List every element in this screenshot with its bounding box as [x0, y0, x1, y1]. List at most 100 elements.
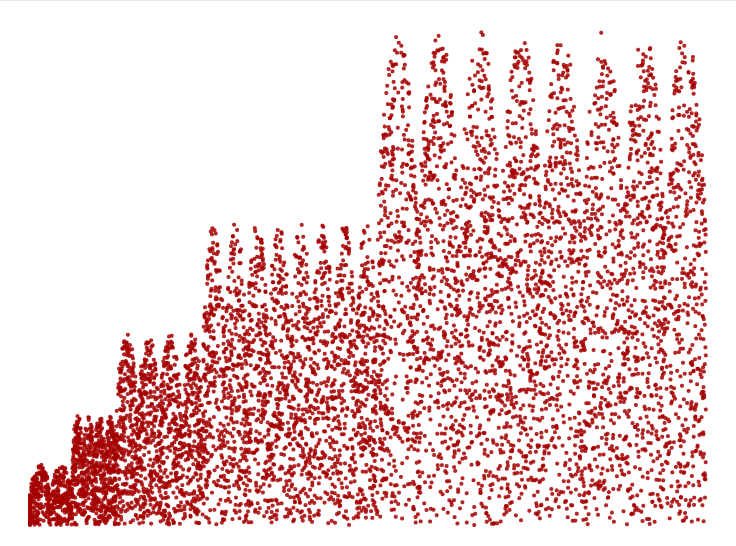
- data-point: [197, 408, 201, 413]
- data-point: [349, 270, 354, 275]
- data-point: [222, 434, 226, 439]
- data-point: [538, 249, 543, 254]
- data-point: [98, 514, 103, 519]
- data-point: [119, 370, 123, 375]
- data-point: [118, 376, 123, 381]
- data-point: [99, 504, 104, 508]
- data-point: [568, 166, 573, 171]
- data-point: [677, 304, 682, 308]
- data-point: [112, 468, 117, 473]
- data-point: [39, 486, 44, 491]
- data-point: [196, 484, 201, 489]
- data-point: [125, 376, 130, 381]
- data-point: [372, 348, 377, 353]
- data-point: [689, 111, 694, 116]
- data-point: [703, 460, 708, 465]
- data-point: [108, 420, 113, 425]
- data-point: [135, 405, 140, 410]
- data-point: [232, 483, 237, 488]
- data-point: [296, 299, 301, 304]
- data-point: [159, 423, 164, 428]
- data-point: [142, 467, 147, 472]
- data-point: [263, 469, 268, 474]
- data-point: [356, 319, 361, 324]
- data-point: [73, 468, 78, 473]
- data-point: [244, 361, 249, 366]
- data-point: [110, 450, 115, 455]
- data-point: [324, 259, 328, 264]
- data-point: [59, 520, 64, 525]
- data-point: [329, 364, 334, 369]
- data-point: [157, 441, 162, 446]
- data-point: [347, 355, 352, 359]
- data-point: [190, 390, 195, 395]
- data-point: [187, 492, 191, 497]
- data-point: [86, 496, 91, 501]
- data-point: [367, 443, 372, 448]
- data-point: [607, 219, 612, 224]
- data-point: [305, 309, 310, 314]
- data-point: [294, 339, 299, 343]
- data-point: [261, 379, 266, 383]
- data-point: [270, 503, 275, 508]
- data-point: [371, 451, 376, 456]
- data-point: [269, 376, 273, 381]
- data-point: [352, 468, 357, 473]
- data-point: [151, 357, 156, 362]
- data-point: [370, 493, 375, 498]
- data-point: [327, 310, 332, 315]
- data-point: [422, 223, 427, 228]
- data-point: [69, 522, 74, 527]
- data-point: [204, 423, 209, 428]
- data-point: [319, 266, 324, 271]
- data-point: [322, 500, 327, 505]
- data-point: [268, 393, 273, 398]
- data-point: [178, 464, 183, 469]
- data-point: [202, 442, 207, 447]
- data-point: [167, 422, 172, 427]
- data-point: [632, 253, 637, 258]
- data-point: [87, 433, 92, 438]
- data-point: [346, 348, 351, 352]
- data-point: [104, 477, 109, 482]
- data-point: [437, 216, 442, 221]
- data-point: [115, 483, 120, 488]
- data-point: [362, 496, 367, 501]
- data-point: [261, 367, 266, 371]
- data-point: [365, 417, 370, 422]
- data-point: [305, 409, 310, 414]
- data-point: [92, 506, 97, 511]
- data-point: [283, 291, 288, 295]
- data-point: [172, 421, 177, 426]
- data-point: [369, 464, 374, 469]
- data-point: [119, 450, 124, 455]
- data-point: [656, 342, 661, 347]
- data-point: [269, 510, 274, 514]
- data-point: [351, 473, 356, 478]
- data-point: [365, 370, 370, 375]
- data-point: [158, 468, 163, 473]
- data-point: [282, 365, 287, 370]
- data-point: [255, 321, 260, 326]
- data-point: [353, 389, 358, 393]
- data-point: [583, 466, 587, 471]
- data-point: [212, 507, 217, 512]
- data-point: [331, 418, 336, 423]
- data-point: [216, 405, 220, 410]
- data-point: [229, 389, 234, 393]
- data-point: [321, 271, 326, 276]
- data-point: [340, 226, 345, 231]
- data-point: [171, 521, 176, 526]
- data-point: [287, 370, 292, 375]
- data-point: [331, 440, 336, 445]
- data-point: [284, 483, 289, 487]
- data-point: [82, 491, 87, 496]
- data-point: [267, 498, 272, 503]
- data-point: [152, 394, 157, 399]
- data-point: [282, 306, 287, 311]
- data-point: [131, 428, 136, 433]
- data-point: [107, 513, 112, 518]
- data-point: [210, 490, 214, 495]
- data-point: [339, 251, 344, 256]
- data-point: [301, 316, 305, 321]
